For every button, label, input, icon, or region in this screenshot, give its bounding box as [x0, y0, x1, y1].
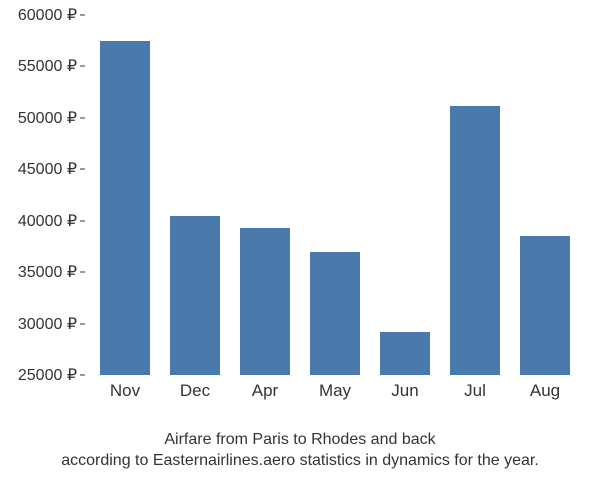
bar	[100, 41, 150, 375]
x-tick-label: Dec	[170, 375, 220, 405]
y-tick-label: 45000 ₽	[18, 159, 77, 179]
y-tick-mark	[80, 66, 85, 67]
y-tick-mark	[80, 117, 85, 118]
bars-group	[90, 15, 580, 375]
bar	[450, 106, 500, 375]
x-tick-label: May	[310, 375, 360, 405]
caption-line-2: according to Easternairlines.aero statis…	[61, 452, 539, 469]
y-tick-mark	[80, 375, 85, 376]
y-tick-label: 40000 ₽	[18, 211, 77, 231]
y-tick-label: 25000 ₽	[18, 365, 77, 385]
y-axis: 25000 ₽30000 ₽35000 ₽40000 ₽45000 ₽50000…	[10, 15, 85, 375]
y-tick-mark	[80, 169, 85, 170]
airfare-bar-chart: 25000 ₽ 30000 ₽ 35000 ₽ 40000 ₽ 45000 ₽ 50000…	[10, 15, 590, 405]
x-tick-label: Apr	[240, 375, 290, 405]
plot-area	[90, 15, 580, 375]
bar	[240, 228, 290, 375]
bar	[310, 252, 360, 375]
y-tick-mark	[80, 15, 85, 16]
y-tick-label: 30000 ₽	[18, 314, 77, 334]
y-tick-mark	[80, 272, 85, 273]
x-tick-label: Jul	[450, 375, 500, 405]
y-tick-mark	[80, 323, 85, 324]
x-tick-label: Aug	[520, 375, 570, 405]
x-tick-label: Jun	[380, 375, 430, 405]
bar	[170, 216, 220, 375]
y-tick-mark	[80, 220, 85, 221]
y-tick-label: 50000 ₽	[18, 108, 77, 128]
x-axis: Nov Dec Apr May Jun Jul Aug	[90, 375, 580, 405]
bar	[520, 236, 570, 375]
x-tick-label: Nov	[100, 375, 150, 405]
chart-caption: Airfare from Paris to Rhodes and back ac…	[0, 429, 600, 472]
caption-line-1: Airfare from Paris to Rhodes and back	[164, 431, 435, 448]
y-tick-label: 35000 ₽	[18, 262, 77, 282]
bar	[380, 332, 430, 375]
y-tick-label: 60000 ₽	[18, 5, 77, 25]
y-tick-label: 55000 ₽	[18, 56, 77, 76]
